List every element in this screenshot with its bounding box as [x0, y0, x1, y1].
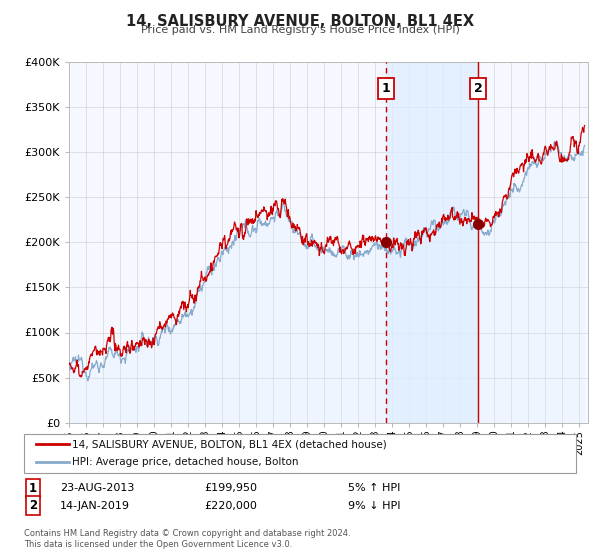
Text: 14-JAN-2019: 14-JAN-2019 [60, 501, 130, 511]
Text: 2: 2 [29, 499, 37, 512]
Bar [386, 62, 478, 423]
Text: 2: 2 [474, 82, 482, 95]
Text: 23-AUG-2013: 23-AUG-2013 [60, 483, 134, 493]
Text: 1: 1 [29, 482, 37, 495]
Text: HPI: Average price, detached house, Bolton: HPI: Average price, detached house, Bolt… [72, 457, 299, 467]
Text: 5% ↑ HPI: 5% ↑ HPI [348, 483, 400, 493]
Text: £199,950: £199,950 [204, 483, 257, 493]
Text: Price paid vs. HM Land Registry's House Price Index (HPI): Price paid vs. HM Land Registry's House … [140, 25, 460, 35]
Text: 1: 1 [382, 82, 391, 95]
Text: Contains HM Land Registry data © Crown copyright and database right 2024.: Contains HM Land Registry data © Crown c… [24, 529, 350, 538]
Text: This data is licensed under the Open Government Licence v3.0.: This data is licensed under the Open Gov… [24, 540, 292, 549]
Text: 14, SALISBURY AVENUE, BOLTON, BL1 4EX (detached house): 14, SALISBURY AVENUE, BOLTON, BL1 4EX (d… [72, 439, 387, 449]
Text: 9% ↓ HPI: 9% ↓ HPI [348, 501, 401, 511]
Text: £220,000: £220,000 [204, 501, 257, 511]
Text: 14, SALISBURY AVENUE, BOLTON, BL1 4EX: 14, SALISBURY AVENUE, BOLTON, BL1 4EX [126, 14, 474, 29]
